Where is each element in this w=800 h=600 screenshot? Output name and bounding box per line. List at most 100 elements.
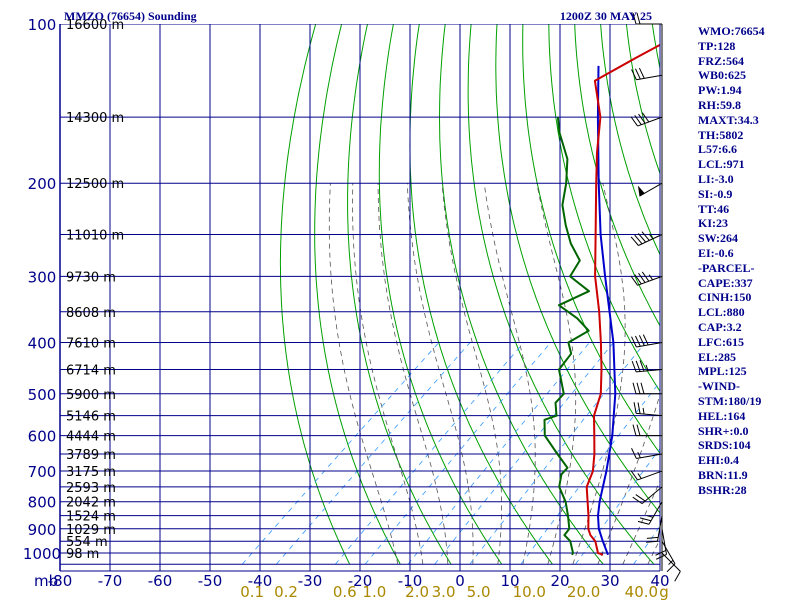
wind-barb: [632, 382, 662, 395]
mixing-ratio-line: [520, 381, 660, 565]
wind-barb-full: [639, 517, 652, 522]
temperature-tick-label: 30: [600, 572, 619, 590]
height-label: 2593 m: [66, 481, 116, 496]
index-item: SRDS:104: [698, 438, 751, 453]
index-item: FRZ:564: [698, 53, 744, 68]
wind-barb-staff: [656, 515, 663, 542]
wind-barb-full: [637, 402, 641, 414]
index-item: BRN:11.9: [698, 467, 748, 482]
height-label: 8608 m: [66, 306, 116, 321]
mixing-ratio-label: 0.2: [274, 583, 298, 600]
wind-barb-full: [634, 234, 643, 245]
dry-adiabat: [347, 24, 452, 565]
wind-barb: [631, 448, 663, 460]
index-item: CINH:150: [698, 290, 752, 305]
station-title: MMZO (76654) Sounding: [64, 9, 197, 23]
wind-barb: [637, 182, 663, 197]
wind-barb-full: [636, 12, 641, 25]
height-label: 554 m: [66, 535, 108, 550]
wind-barb-half: [637, 473, 642, 479]
index-item: WMO:76654: [698, 24, 765, 38]
mixing-ratio-line: [364, 342, 552, 565]
temperature-tick-label: -60: [148, 572, 173, 590]
moist-adiabat: [441, 183, 503, 565]
index-item: SHR+:0.0: [698, 423, 749, 438]
height-label: 16600 m: [66, 18, 124, 33]
wind-barb: [633, 402, 663, 417]
pressure-tick-label: 700: [28, 463, 57, 481]
dry-adiabat: [409, 24, 553, 565]
index-item: EHI:0.4: [698, 453, 740, 468]
dry-adiabat: [438, 24, 604, 565]
mixing-ratio-label: 5.0: [467, 583, 491, 600]
pressure-tick-label: 900: [28, 521, 57, 539]
index-item: LCL:880: [698, 305, 745, 320]
mixing-ratio-label: 3.0: [432, 583, 456, 600]
height-label: 98 m: [66, 547, 99, 562]
wind-barb-full: [674, 571, 681, 582]
wind-barb-staff: [648, 501, 663, 525]
mixing-ratio-line: [434, 342, 614, 565]
mixing-ratio-line: [276, 342, 471, 565]
pressure-tick-label: 200: [28, 175, 57, 193]
wind-barb: [632, 12, 662, 25]
temperature-tick-label: -30: [298, 572, 323, 590]
mixing-ratio-unit-label: g: [659, 583, 669, 600]
sounding-time: 1200Z 30 MAY 25: [560, 9, 652, 23]
height-label: 12500 m: [66, 177, 124, 192]
index-item: KI:23: [698, 216, 728, 231]
index-item: WB0:625: [698, 68, 746, 83]
height-label: 5146 m: [66, 410, 116, 425]
wind-barb: [646, 515, 663, 543]
wind-barb-staff: [638, 234, 663, 246]
temperature-tick-label: 40: [650, 572, 669, 590]
height-label: 11010 m: [66, 229, 124, 244]
dry-adiabat: [548, 24, 660, 393]
wind-barb-full: [630, 236, 639, 246]
index-item: MAXT:34.3: [698, 112, 759, 127]
wind-barb-full: [631, 69, 637, 80]
pressure-tick-label: 100: [28, 16, 57, 34]
index-item: -WIND-: [698, 379, 740, 394]
wind-barb-staff: [661, 540, 676, 564]
index-item: SI:-0.9: [698, 186, 733, 201]
wind-barb-staff: [636, 341, 663, 348]
temperature-tick-label: -20: [348, 572, 373, 590]
wind-barb: [637, 501, 663, 525]
wind-barb: [631, 334, 663, 348]
wind-barb-staff: [641, 486, 663, 505]
wind-barb-full: [639, 360, 645, 372]
wind-barb-full: [636, 424, 641, 436]
index-item: STM:180/19: [698, 393, 762, 408]
wind-barb: [630, 231, 663, 246]
pressure-tick-label: 400: [28, 334, 57, 352]
mixing-ratio-label: 10.0: [513, 583, 546, 600]
wind-barb-full: [632, 12, 637, 25]
dry-adiabat: [314, 24, 401, 565]
moist-adiabat: [622, 479, 660, 565]
wind-barb-full: [655, 550, 667, 556]
wind-barb-full: [631, 448, 637, 459]
wind-barb-full: [642, 334, 649, 346]
mixing-ratio-line: [407, 342, 590, 565]
wind-barb-staff: [637, 275, 663, 286]
wind-barb-half: [646, 515, 654, 518]
wind-barb-staff: [661, 528, 668, 555]
height-label: 3789 m: [66, 448, 116, 463]
wind-barb-full: [641, 271, 650, 282]
temperature-trace: [585, 43, 660, 556]
mixing-ratio-label: 20.0: [567, 583, 600, 600]
pressure-unit-label: mb: [34, 572, 58, 590]
wind-barb-full: [638, 272, 646, 283]
wind-barb-full: [640, 382, 645, 394]
wind-barb-full: [630, 470, 638, 481]
index-item: HEL:164: [698, 408, 746, 423]
index-item: L57:6.6: [698, 142, 737, 157]
wind-barb-staff: [636, 453, 663, 460]
temperature-tick-label: -10: [398, 572, 423, 590]
temperature-tick-label: -80: [48, 572, 73, 590]
wind-barb: [630, 271, 663, 286]
wind-barb-full: [633, 402, 637, 414]
wind-barb-full: [632, 496, 643, 505]
